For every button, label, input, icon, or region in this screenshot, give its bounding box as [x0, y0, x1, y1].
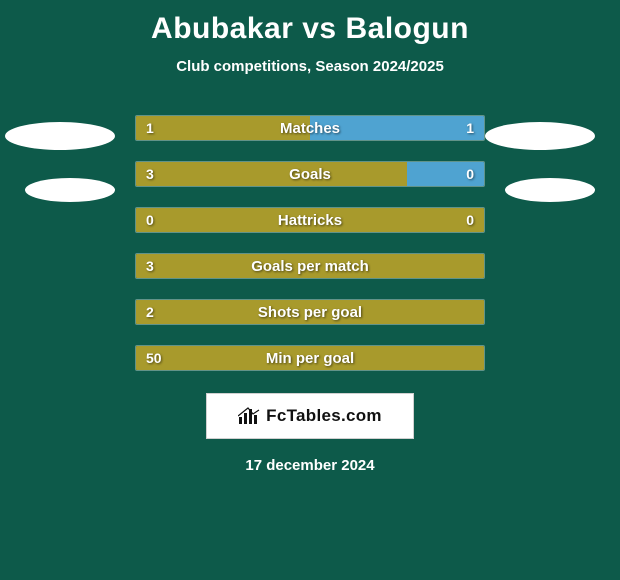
comparison-title: Abubakar vs Balogun: [0, 0, 620, 46]
player-b-name: Balogun: [345, 12, 469, 45]
stat-bar-left: [136, 162, 407, 186]
footer-date: 17 december 2024: [0, 457, 620, 474]
decorative-ellipse: [25, 178, 115, 202]
vs-separator: vs: [302, 12, 336, 45]
stat-bar-left: [136, 254, 484, 278]
bar-chart-icon: [238, 407, 260, 425]
stat-bar-left: [136, 116, 310, 140]
decorative-ellipse: [485, 122, 595, 150]
stat-row: Goals30: [135, 161, 485, 187]
stat-bars-container: Matches11 Goals30 Hattricks00 Goals per mat…: [135, 115, 485, 371]
stat-row: Shots per goal2: [135, 299, 485, 325]
stat-bar-right: [310, 116, 484, 140]
stat-bar-left: [136, 346, 484, 370]
fctables-logo-text: FcTables.com: [266, 406, 382, 426]
stat-bar-left: [136, 300, 484, 324]
stat-bar-left: [136, 208, 484, 232]
stat-row: Goals per match3: [135, 253, 485, 279]
fctables-logo-box: FcTables.com: [206, 393, 414, 439]
stat-row: Hattricks00: [135, 207, 485, 233]
player-a-name: Abubakar: [151, 12, 293, 45]
decorative-ellipse: [5, 122, 115, 150]
decorative-ellipse: [505, 178, 595, 202]
stat-row: Matches11: [135, 115, 485, 141]
subtitle-text: Club competitions, Season 2024/2025: [0, 58, 620, 75]
stat-bar-right: [407, 162, 484, 186]
stat-row: Min per goal50: [135, 345, 485, 371]
